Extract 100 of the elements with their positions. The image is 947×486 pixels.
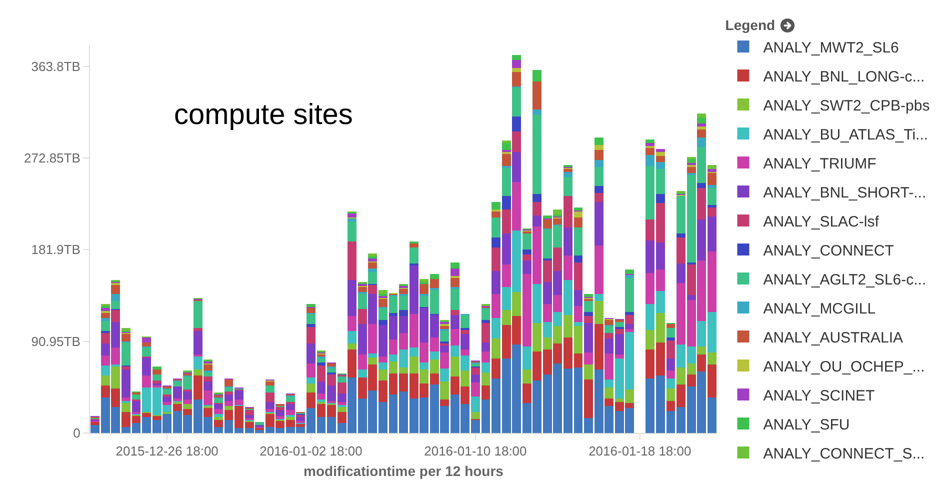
bar (492, 358, 500, 379)
bar (265, 408, 274, 412)
bar (214, 420, 223, 427)
bar (378, 362, 388, 370)
bar (100, 308, 110, 312)
bar (584, 323, 593, 352)
bar (316, 394, 326, 400)
bar (697, 114, 706, 118)
bar (666, 388, 676, 401)
bar (348, 331, 357, 344)
bar (358, 309, 367, 324)
bar (450, 288, 460, 310)
bar (214, 416, 223, 420)
bar (492, 338, 500, 358)
bar (522, 254, 532, 261)
legend-label: ANALY_SWT2_CPB-pbs (763, 97, 930, 114)
bar (656, 156, 665, 162)
bar (563, 256, 572, 280)
bar (574, 290, 583, 306)
legend-label: ANALY_SLAC-lsf (763, 213, 880, 230)
bar (686, 172, 696, 176)
bar (368, 357, 378, 364)
bar (584, 316, 593, 324)
bar (450, 268, 460, 276)
bar (563, 177, 572, 196)
bar (306, 378, 316, 384)
bar (204, 408, 213, 417)
bar (492, 294, 500, 318)
bar (532, 194, 542, 202)
bar (368, 284, 378, 294)
bar (707, 164, 716, 169)
bar (204, 390, 213, 405)
bar (183, 404, 192, 409)
legend-label: ANALY_OU_OCHEP_... (763, 358, 925, 376)
bar (306, 384, 316, 393)
bar (409, 244, 418, 248)
bar (502, 168, 511, 196)
bar (563, 227, 572, 256)
bar (686, 166, 696, 173)
bar (244, 414, 254, 418)
bar (574, 207, 583, 210)
bar (470, 363, 480, 366)
bar (625, 274, 634, 278)
bar (111, 300, 120, 310)
bar (214, 398, 223, 403)
bar (193, 376, 202, 400)
bar (512, 182, 522, 230)
bar (697, 118, 706, 124)
x-tick-label: 2016-01-18 18:00 (588, 444, 692, 459)
bar (502, 196, 511, 210)
bar (625, 329, 634, 332)
bar (594, 186, 604, 194)
x-tick-label: 2016-01-02 18:00 (260, 444, 362, 459)
bar (450, 329, 460, 346)
bar (111, 284, 120, 294)
bar (440, 368, 450, 382)
bar (625, 324, 634, 330)
bar (286, 410, 295, 415)
bar (420, 362, 429, 370)
bar (409, 248, 418, 264)
bar (594, 150, 604, 160)
bar (625, 270, 634, 274)
bar (142, 337, 151, 342)
bar (348, 213, 357, 218)
bar (522, 370, 532, 384)
bar (470, 412, 480, 419)
bar (594, 300, 604, 324)
bar (532, 202, 542, 216)
bar (522, 384, 532, 403)
bar (193, 300, 202, 328)
bar (470, 396, 480, 412)
bar (656, 148, 665, 152)
bar (440, 345, 450, 352)
bar (492, 237, 500, 248)
bar (512, 87, 522, 117)
bar (265, 382, 274, 386)
bar (224, 380, 234, 387)
bar (707, 172, 716, 186)
bar (584, 380, 593, 418)
bar (594, 160, 604, 167)
bar (368, 353, 378, 358)
bar (327, 368, 336, 373)
bar (707, 168, 716, 172)
bar (142, 357, 151, 376)
bar (286, 396, 295, 402)
bar (574, 262, 583, 290)
bar (594, 202, 604, 246)
bar (368, 262, 378, 269)
bar (522, 346, 532, 370)
bar (122, 334, 130, 342)
bar (492, 211, 500, 218)
bar (574, 217, 583, 228)
bar (142, 342, 151, 346)
bar (656, 194, 665, 204)
bar (450, 262, 460, 269)
bar (512, 55, 522, 60)
bar (522, 250, 532, 255)
bar (440, 326, 450, 330)
bar (697, 130, 706, 138)
bar (204, 382, 213, 391)
